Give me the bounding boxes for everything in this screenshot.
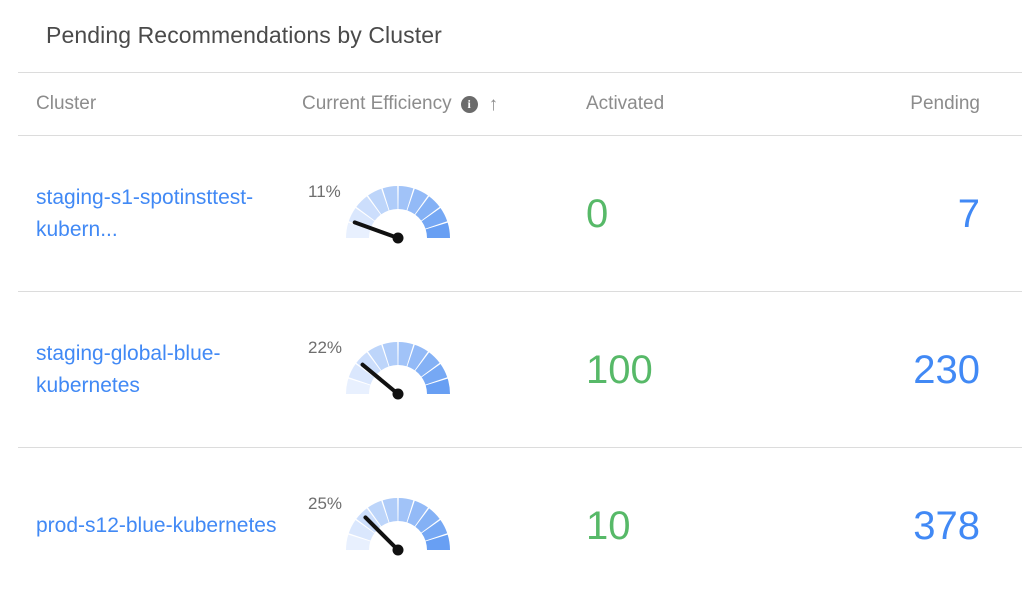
column-header-current-efficiency[interactable]: Current Efficiency i ↑ bbox=[302, 93, 570, 115]
page-title: Pending Recommendations by Cluster bbox=[46, 22, 442, 48]
efficiency-cell: 11% bbox=[302, 164, 570, 264]
table-top-divider bbox=[18, 72, 1022, 73]
table-row: staging-s1-spotinsttest-kubern... 11% 0 … bbox=[0, 136, 1024, 291]
pending-value: 378 bbox=[913, 503, 980, 548]
column-header-current-efficiency-label: Current Efficiency bbox=[302, 93, 452, 114]
cluster-link[interactable]: staging-s1-spotinsttest-kubern... bbox=[36, 185, 254, 241]
recommendations-table: Cluster Current Efficiency i ↑ Activated… bbox=[0, 72, 1024, 597]
table-row: prod-s12-blue-kubernetes 25% 10 378 bbox=[0, 448, 1024, 597]
info-icon[interactable]: i bbox=[460, 95, 478, 113]
column-header-pending[interactable]: Pending bbox=[784, 93, 1022, 115]
efficiency-percent-label: 25% bbox=[308, 493, 343, 513]
activated-value: 10 bbox=[586, 503, 631, 548]
activated-value: 100 bbox=[586, 347, 653, 392]
cluster-link[interactable]: staging-global-blue-kubernetes bbox=[36, 341, 221, 397]
efficiency-gauge bbox=[344, 486, 452, 558]
pending-value: 230 bbox=[913, 347, 980, 392]
column-header-pending-label: Pending bbox=[910, 93, 980, 114]
table-row: staging-global-blue-kubernetes 22% 100 2… bbox=[0, 292, 1024, 447]
efficiency-cell: 25% bbox=[302, 476, 570, 576]
table-header-divider bbox=[18, 135, 1022, 136]
table-header-row: Cluster Current Efficiency i ↑ Activated… bbox=[0, 73, 1024, 135]
column-header-activated[interactable]: Activated bbox=[570, 93, 784, 115]
column-header-cluster-label: Cluster bbox=[36, 93, 97, 114]
activated-value: 0 bbox=[586, 191, 609, 236]
column-header-activated-label: Activated bbox=[586, 93, 665, 114]
efficiency-gauge bbox=[344, 174, 452, 246]
pending-value: 7 bbox=[957, 191, 980, 236]
sort-ascending-icon[interactable]: ↑ bbox=[488, 93, 499, 115]
efficiency-percent-label: 11% bbox=[308, 181, 341, 201]
row-divider bbox=[18, 447, 1022, 448]
efficiency-gauge bbox=[344, 330, 452, 402]
row-divider bbox=[18, 291, 1022, 292]
efficiency-cell: 22% bbox=[302, 320, 570, 420]
column-header-cluster[interactable]: Cluster bbox=[18, 93, 302, 115]
cluster-link[interactable]: prod-s12-blue-kubernetes bbox=[36, 513, 277, 537]
efficiency-percent-label: 22% bbox=[308, 337, 343, 357]
